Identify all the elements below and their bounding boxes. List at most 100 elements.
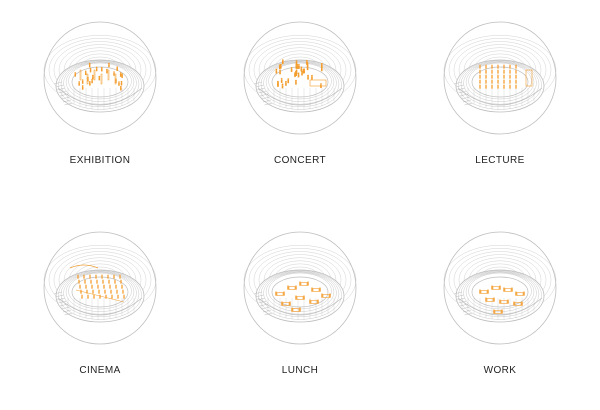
person-body bbox=[116, 67, 118, 71]
person-body bbox=[515, 292, 517, 296]
person-head bbox=[81, 294, 83, 297]
person-figure bbox=[515, 79, 517, 84]
person-figure bbox=[91, 78, 93, 84]
person-head bbox=[497, 74, 499, 77]
table-outline bbox=[276, 292, 284, 296]
person-head bbox=[117, 294, 119, 297]
person-figure bbox=[515, 69, 517, 74]
person-body bbox=[321, 294, 323, 298]
person-head bbox=[120, 80, 123, 83]
person-head bbox=[86, 289, 88, 292]
seating-tier bbox=[68, 62, 132, 100]
person-figure bbox=[115, 284, 117, 289]
person-body bbox=[307, 76, 309, 80]
person-head bbox=[307, 281, 309, 283]
stair-step bbox=[53, 291, 63, 295]
person-head bbox=[491, 64, 493, 67]
person-head bbox=[499, 299, 501, 301]
panel-lunch: LUNCH bbox=[200, 210, 400, 410]
person-figure bbox=[493, 297, 495, 302]
person-body bbox=[77, 276, 79, 279]
person-figure bbox=[295, 79, 297, 85]
person-body bbox=[91, 286, 93, 289]
person-head bbox=[320, 83, 322, 85]
stair-step bbox=[262, 309, 272, 313]
stair-step bbox=[58, 300, 67, 304]
person-body bbox=[309, 300, 311, 304]
stair-step bbox=[459, 93, 469, 97]
person-body bbox=[91, 80, 93, 84]
panel-label-lunch: LUNCH bbox=[281, 365, 319, 376]
person-body bbox=[287, 286, 289, 290]
person-figure bbox=[81, 79, 84, 84]
person-figure bbox=[83, 274, 85, 279]
stair-step bbox=[58, 90, 67, 94]
person-body bbox=[111, 296, 113, 299]
table-outline bbox=[486, 298, 494, 302]
person-figure bbox=[485, 297, 487, 302]
person-head bbox=[107, 274, 109, 277]
table-outline bbox=[480, 290, 488, 294]
display-panel bbox=[107, 69, 110, 81]
seating-edge bbox=[75, 289, 125, 303]
person-head bbox=[113, 71, 115, 73]
stair-step bbox=[253, 291, 263, 295]
display-panel bbox=[100, 73, 103, 85]
person-body bbox=[513, 302, 515, 306]
person-body bbox=[119, 73, 122, 77]
person-figure bbox=[303, 68, 306, 74]
person-head bbox=[79, 284, 81, 287]
person-figure bbox=[521, 301, 523, 306]
person-head bbox=[479, 289, 481, 291]
person-figure bbox=[485, 79, 487, 84]
person-figure bbox=[307, 74, 309, 80]
person-figure bbox=[509, 64, 511, 69]
person-figure bbox=[109, 284, 111, 289]
person-figure bbox=[106, 68, 108, 74]
person-body bbox=[497, 86, 499, 89]
person-body bbox=[307, 282, 309, 286]
person-figure bbox=[122, 289, 124, 294]
person-figure bbox=[89, 274, 91, 279]
person-body bbox=[87, 78, 89, 82]
person-body bbox=[509, 81, 511, 84]
person-body bbox=[319, 288, 321, 292]
person-body bbox=[96, 281, 98, 284]
person-head bbox=[295, 295, 297, 297]
person-figure bbox=[113, 71, 115, 76]
person-figure bbox=[515, 74, 517, 79]
person-head bbox=[87, 76, 89, 79]
person-body bbox=[117, 296, 119, 299]
stair-step bbox=[262, 99, 272, 103]
stair-step bbox=[453, 291, 463, 295]
person-figure bbox=[319, 287, 321, 292]
person-body bbox=[116, 291, 118, 294]
stair-step bbox=[464, 102, 473, 106]
panel-exhibition: EXHIBITION bbox=[0, 0, 200, 200]
seating-tier bbox=[65, 272, 135, 312]
table-outline bbox=[500, 300, 508, 304]
person-head bbox=[515, 64, 517, 67]
person-head bbox=[298, 64, 300, 66]
person-body bbox=[295, 61, 298, 66]
person-body bbox=[279, 71, 281, 75]
person-head bbox=[515, 84, 517, 87]
seating-tier bbox=[263, 271, 337, 315]
person-head bbox=[491, 84, 493, 87]
person-figure bbox=[285, 80, 287, 86]
person-body bbox=[86, 291, 88, 294]
person-head bbox=[83, 274, 85, 277]
person-head bbox=[303, 68, 306, 71]
person-figure bbox=[290, 67, 293, 72]
person-head bbox=[291, 307, 293, 309]
person-figure bbox=[497, 79, 499, 84]
person-head bbox=[74, 72, 77, 74]
person-head bbox=[115, 78, 117, 81]
person-figure bbox=[118, 81, 120, 86]
person-figure bbox=[283, 291, 285, 296]
seating-tier bbox=[463, 271, 537, 315]
person-body bbox=[285, 82, 287, 86]
person-body bbox=[278, 65, 281, 70]
person-figure bbox=[104, 289, 106, 294]
person-body bbox=[491, 76, 493, 79]
